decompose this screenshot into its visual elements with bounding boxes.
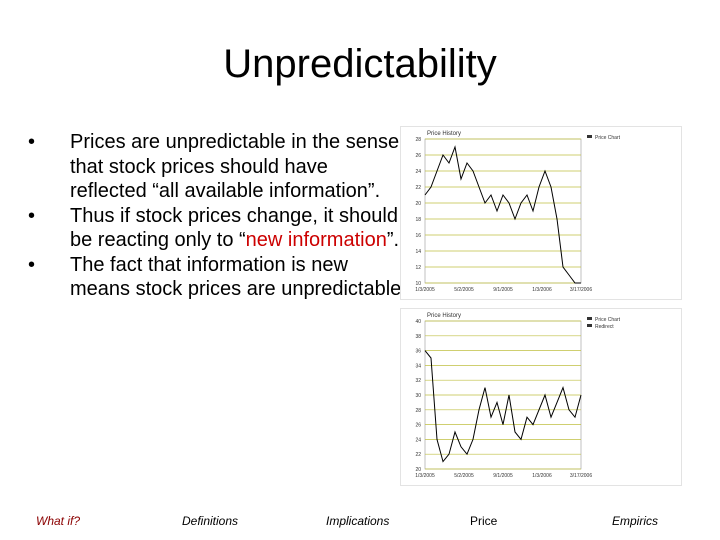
y-tick-label: 28 bbox=[415, 137, 421, 143]
price-chart-top-svg: Price History282624222018161412101/3/200… bbox=[415, 131, 621, 293]
x-tick-label: 9/1/2005 bbox=[493, 473, 513, 479]
bullet-text: Prices are unpredictable in the sense th… bbox=[70, 131, 400, 202]
bullet-icon: • bbox=[28, 253, 36, 276]
plot-area bbox=[424, 138, 582, 284]
footer-link-empirics[interactable]: Empirics bbox=[612, 514, 659, 528]
price-chart-top: Price History 28 26 24 22 20 18 16 14 12 10 1/3/200… bbox=[400, 126, 682, 300]
x-tick-label: 5/2/2005 bbox=[454, 473, 474, 479]
highlight-text: new information bbox=[245, 229, 387, 251]
y-tick-label: 12 bbox=[415, 265, 421, 271]
x-tick-label: 1/3/2006 bbox=[532, 287, 552, 293]
y-tick-label: 30 bbox=[415, 393, 421, 399]
x-tick-label: 1/3/2005 bbox=[415, 287, 435, 293]
legend-swatch bbox=[587, 135, 592, 138]
x-tick-label: 9/1/2005 bbox=[493, 287, 513, 293]
y-tick-label: 32 bbox=[415, 378, 421, 384]
y-tick-label: 26 bbox=[415, 153, 421, 159]
bullet-icon: • bbox=[28, 131, 36, 153]
legend-label: Price Chart bbox=[595, 135, 621, 141]
bullet-text: The fact that information is new means s… bbox=[70, 253, 407, 301]
y-tick-label: 18 bbox=[415, 217, 421, 223]
footer-link-what-if[interactable]: What if? bbox=[36, 514, 81, 528]
chart-title: Price History bbox=[427, 313, 461, 319]
y-tick-label: 20 bbox=[415, 467, 421, 473]
x-tick-label: 1/3/2006 bbox=[532, 473, 552, 479]
bullet-list: • Prices are unpredictable in the sense … bbox=[28, 130, 408, 302]
y-tick-label: 28 bbox=[415, 408, 421, 414]
x-tick-label: 3/17/2006 bbox=[570, 473, 592, 479]
bullet-item: • Thus if stock prices change, it should… bbox=[28, 204, 408, 253]
y-tick-label: 34 bbox=[415, 363, 421, 369]
footer-link-price[interactable]: Price bbox=[470, 514, 498, 528]
legend-swatch bbox=[587, 317, 592, 320]
series-line bbox=[424, 350, 582, 463]
bullet-text: Thus if stock prices change, it should b… bbox=[70, 204, 398, 252]
y-tick-label: 40 bbox=[415, 319, 421, 325]
series-line bbox=[424, 145, 581, 284]
x-tick-label: 5/2/2005 bbox=[454, 287, 474, 293]
price-chart-bottom-svg: Price History40383634323028262422201/3/2… bbox=[415, 313, 621, 479]
chart-title: Price History bbox=[427, 131, 461, 137]
footer-link-implications[interactable]: Implications bbox=[326, 514, 390, 528]
slide-title: Unpredictability bbox=[223, 42, 497, 86]
bullet-item: • The fact that information is new means… bbox=[28, 253, 408, 302]
price-chart-bottom: Price History 40 38 36 34 32 30 28 26 24 22 20 1/3/2… bbox=[400, 308, 682, 486]
legend-label: Price Chart bbox=[595, 317, 621, 323]
footer-link-definitions[interactable]: Definitions bbox=[182, 514, 239, 528]
y-tick-label: 20 bbox=[415, 201, 421, 207]
x-tick-label: 3/17/2006 bbox=[570, 287, 592, 293]
x-tick-label: 1/3/2005 bbox=[415, 473, 435, 479]
y-tick-label: 24 bbox=[415, 169, 421, 175]
y-tick-label: 24 bbox=[415, 437, 421, 443]
y-tick-label: 22 bbox=[415, 452, 421, 458]
bullet-text-end: ”. bbox=[386, 229, 400, 251]
y-tick-label: 38 bbox=[415, 334, 421, 340]
y-tick-label: 26 bbox=[415, 423, 421, 429]
y-tick-label: 16 bbox=[415, 233, 421, 239]
legend-label: Redirect bbox=[595, 324, 614, 330]
y-tick-label: 36 bbox=[415, 349, 421, 355]
y-tick-label: 22 bbox=[415, 185, 421, 191]
y-tick-label: 10 bbox=[415, 281, 421, 287]
y-tick-label: 14 bbox=[415, 249, 421, 255]
bullet-icon: • bbox=[28, 204, 36, 227]
legend-swatch bbox=[587, 324, 592, 327]
bullet-item: • Prices are unpredictable in the sense … bbox=[28, 130, 408, 204]
